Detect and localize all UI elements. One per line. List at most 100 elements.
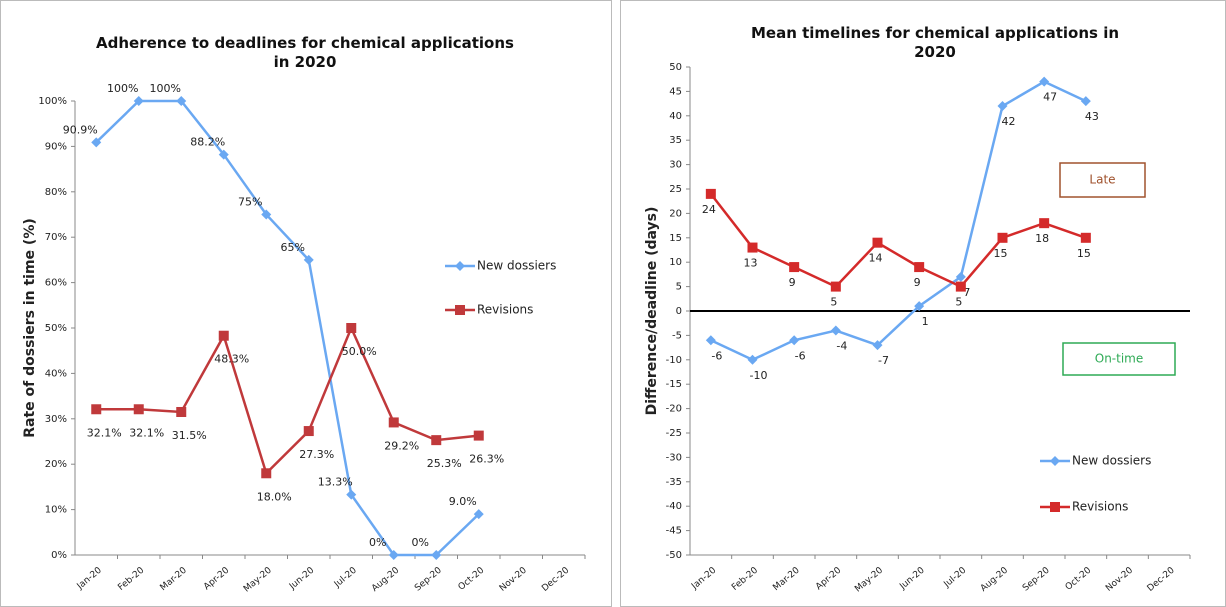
chart-title: Adherence to deadlines for chemical appl… — [96, 34, 514, 71]
data-label: -6 — [711, 349, 722, 362]
legend-label: New dossiers — [477, 259, 556, 273]
legend-marker — [455, 305, 465, 315]
y-tick-label: -10 — [666, 355, 682, 366]
data-label: -6 — [795, 349, 806, 362]
x-tick-label: Dec-20 — [540, 565, 571, 593]
data-point — [705, 335, 716, 346]
x-tick-label: Jun-20 — [897, 565, 926, 592]
data-point — [473, 430, 484, 441]
x-tick-label: May-20 — [853, 565, 885, 594]
data-point — [872, 340, 883, 351]
data-label: 27.3% — [299, 448, 334, 461]
data-label: 0% — [412, 536, 429, 549]
data-point — [1039, 76, 1050, 87]
y-tick-label: 50% — [45, 323, 67, 334]
y-tick-label: 20 — [669, 208, 682, 219]
data-point — [830, 325, 841, 336]
data-point — [303, 426, 314, 437]
series-line — [710, 80, 1087, 362]
data-label: 15 — [1077, 247, 1091, 260]
data-label: 5 — [955, 296, 962, 309]
data-point — [747, 354, 758, 365]
series-line — [96, 324, 479, 476]
data-label: 43 — [1085, 110, 1099, 123]
x-tick-label: Mar-20 — [159, 565, 189, 593]
y-tick-label: 90% — [45, 141, 67, 152]
y-tick-label: 15 — [669, 233, 682, 244]
y-tick-label: -20 — [666, 404, 682, 415]
annotation: On-time — [1095, 352, 1144, 366]
data-point — [346, 489, 357, 500]
data-label: -7 — [878, 354, 889, 367]
data-label: 31.5% — [172, 429, 207, 442]
x-tick-label: Feb-20 — [730, 565, 760, 593]
data-point — [914, 301, 925, 312]
x-tick-label: Jan-20 — [689, 565, 718, 592]
y-tick-label: 5 — [676, 282, 682, 293]
x-tick-label: Oct-20 — [1064, 565, 1094, 592]
data-point — [997, 232, 1008, 243]
y-tick-label: -50 — [666, 550, 682, 561]
data-point — [218, 149, 229, 160]
y-tick-label: -35 — [666, 477, 682, 488]
data-label: 100% — [150, 82, 181, 95]
x-tick-label: Jun-20 — [287, 565, 316, 592]
legend-label: Revisions — [1072, 500, 1128, 514]
data-label: 26.3% — [469, 453, 504, 466]
data-label: 1 — [922, 315, 929, 328]
y-tick-label: -30 — [666, 452, 682, 463]
data-point — [133, 404, 144, 415]
y-tick-label: 25 — [669, 184, 682, 195]
y-tick-label: 30 — [669, 160, 682, 171]
x-tick-label: Aug-20 — [979, 565, 1010, 594]
legend-label: New dossiers — [1072, 454, 1151, 468]
data-label: 0% — [369, 536, 386, 549]
x-tick-label: Apr-20 — [814, 565, 843, 592]
data-point — [1039, 218, 1050, 229]
data-label: 42 — [1002, 115, 1016, 128]
data-point — [388, 550, 399, 560]
y-axis-label: Rate of dossiers in time (%) — [22, 218, 38, 438]
data-label: 32.1% — [129, 426, 164, 439]
data-label: 75% — [238, 196, 262, 209]
data-point — [303, 254, 314, 265]
y-tick-label: 70% — [45, 232, 67, 243]
data-point — [218, 330, 229, 341]
data-point — [830, 281, 841, 292]
legend-marker — [1050, 456, 1060, 466]
x-tick-label: Sep-20 — [413, 565, 444, 593]
data-label: 14 — [869, 252, 883, 265]
data-point — [261, 209, 272, 220]
data-point — [872, 237, 883, 248]
data-label: 18 — [1035, 232, 1049, 245]
data-point — [91, 404, 102, 415]
series-line — [709, 193, 1087, 289]
y-tick-label: 40% — [45, 368, 67, 379]
data-point — [176, 406, 187, 417]
y-tick-label: 20% — [45, 459, 67, 470]
y-tick-label: -5 — [672, 330, 682, 341]
data-point — [705, 188, 716, 199]
data-label: 5 — [830, 296, 837, 309]
x-tick-label: Feb-20 — [116, 565, 146, 593]
legend-label: Revisions — [477, 303, 533, 317]
x-tick-label: Dec-20 — [1146, 565, 1177, 593]
series-line — [95, 99, 480, 557]
data-label: 90.9% — [63, 123, 98, 136]
data-label: 29.2% — [384, 439, 419, 452]
x-tick-label: Mar-20 — [771, 565, 801, 593]
y-tick-label: -25 — [666, 428, 682, 439]
x-tick-label: Nov-20 — [1104, 565, 1135, 593]
data-label: 88.2% — [190, 136, 225, 149]
x-tick-label: Sep-20 — [1021, 565, 1052, 593]
y-tick-label: 60% — [45, 278, 67, 289]
data-point — [1080, 232, 1091, 243]
data-point — [473, 509, 484, 520]
data-point — [997, 101, 1008, 112]
data-point — [431, 550, 442, 560]
legend-marker — [455, 261, 465, 271]
data-point — [1080, 96, 1091, 107]
annotation-box — [1059, 162, 1146, 198]
data-label: -10 — [750, 369, 768, 382]
